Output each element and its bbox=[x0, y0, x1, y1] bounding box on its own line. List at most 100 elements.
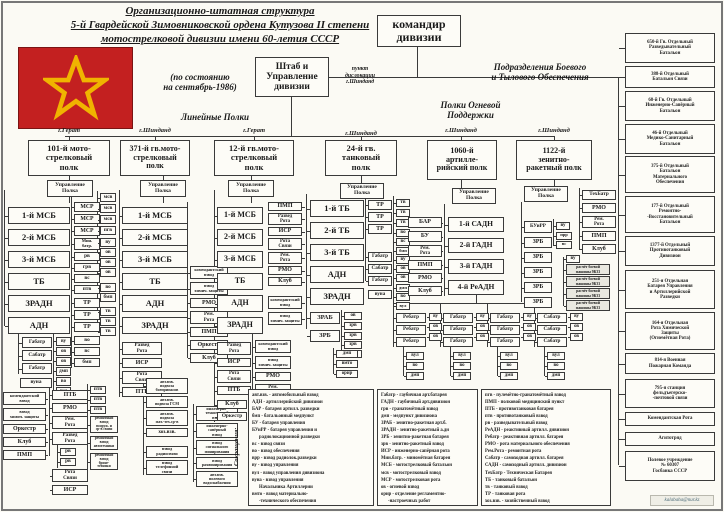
org-box: мсв bbox=[98, 215, 116, 224]
org-box: ву bbox=[564, 255, 580, 263]
connector-line bbox=[251, 176, 252, 180]
org-box: 3-й МСБ bbox=[5, 251, 70, 268]
connector-line bbox=[69, 197, 70, 203]
org-box: ву bbox=[427, 313, 442, 321]
org-box: дмп bbox=[404, 372, 424, 380]
legend-entry: САДН - самоходный артилл. дивизион bbox=[485, 463, 567, 469]
connector-line bbox=[251, 197, 252, 203]
hq-location-note: пункт дислокации г.Шинданд bbox=[345, 66, 375, 86]
org-box: ПМП bbox=[3, 450, 48, 460]
legend-entry: Габатр - гаубичная арт.батарея bbox=[381, 393, 447, 398]
org-box: ЗРАДН bbox=[5, 295, 70, 312]
connector-line bbox=[254, 136, 255, 140]
org-box: взвод сигнального минирования bbox=[194, 440, 238, 455]
connector-line bbox=[417, 47, 418, 77]
org-box: зрв bbox=[342, 322, 362, 330]
division-unit: 388-й Отдельный Батальон Связи bbox=[619, 66, 715, 88]
org-box: РМО bbox=[580, 203, 616, 213]
org-box: бмп bbox=[98, 293, 116, 302]
legend-entry: птв - противотанковый взвод bbox=[485, 414, 548, 420]
connector-line bbox=[306, 194, 307, 329]
org-box: ву bbox=[521, 313, 536, 321]
division-unit: 46-й Отдельный Медико-Санитарный Батальо… bbox=[619, 124, 715, 154]
connector-line bbox=[554, 136, 555, 140]
vuna-box: вуна bbox=[368, 290, 392, 299]
loc-101: г.Герат bbox=[57, 127, 81, 134]
org-box: дмп bbox=[334, 350, 358, 358]
loc-12: г.Герат bbox=[242, 127, 266, 134]
regiment-24-header: 24-й гв. танковый полк bbox=[325, 140, 397, 176]
org-box: ТР bbox=[366, 224, 392, 234]
legend-entry: пгв - пулемётно-гранатомётный взвод bbox=[485, 393, 566, 398]
org-box: Габатр bbox=[488, 325, 520, 335]
org-box: РМО bbox=[408, 273, 443, 283]
org-box: расчёт боевой машины 9К33 bbox=[564, 264, 610, 275]
connector-line bbox=[393, 303, 535, 304]
org-box: АДН bbox=[120, 295, 188, 312]
soviet-flag bbox=[18, 47, 133, 129]
connector-line bbox=[69, 176, 70, 180]
org-box: Габатр bbox=[441, 325, 473, 335]
org-box: ву bbox=[54, 337, 71, 346]
org-box: Рем. Рота bbox=[50, 416, 88, 429]
org-box: Ребатр bbox=[394, 337, 426, 347]
division-unit: Агитотряд bbox=[619, 432, 715, 446]
connector-line bbox=[65, 136, 555, 137]
org-box: ИСР bbox=[120, 358, 162, 368]
vuna-box: вуна bbox=[20, 378, 52, 388]
org-box: зрв bbox=[342, 341, 362, 349]
org-box: ву bbox=[98, 238, 116, 247]
legend-entry: хоз.взв. - хозяйственный взвод bbox=[485, 498, 550, 504]
support-units-label: Подразделения Боевого и Тылового Обеспеч… bbox=[491, 62, 589, 83]
org-box: ТР bbox=[72, 310, 100, 320]
division-unit: 795-я станция фельдъегерско- -почтовой с… bbox=[619, 379, 715, 408]
legend-panel: пгв - пулемётно-гранатомётный взвод ПМП -… bbox=[481, 389, 611, 506]
org-box: Сабатр bbox=[535, 325, 567, 335]
title-line-2: 5-й Гвардейской Зимовниковской ордена Ку… bbox=[70, 19, 370, 31]
connector-line bbox=[393, 196, 394, 308]
legend-entry: Мин.батр. - миномётная батарея bbox=[381, 456, 451, 462]
org-box: расчёт боевой машины 9К33 bbox=[564, 288, 610, 299]
legend-entry: ТехБатр - Техническая Батарея bbox=[485, 470, 552, 476]
org-box: МСР bbox=[72, 202, 100, 212]
legend-entry: Рем.Рота - ремонтная рота bbox=[485, 449, 542, 455]
org-box: вс bbox=[72, 347, 100, 356]
division-unit: 177-й Отдельный Ремонтно- -Восстановител… bbox=[619, 196, 715, 233]
org-box: Рем. Рота bbox=[268, 252, 305, 264]
org-box: дмп bbox=[498, 372, 518, 380]
division-unit: 1377-й Отдельный Противотанковый Дивизио… bbox=[619, 236, 715, 266]
connector-line bbox=[579, 188, 580, 250]
connector-line bbox=[329, 77, 618, 78]
org-box: мсв bbox=[98, 193, 116, 202]
org-box: Сабатр bbox=[535, 313, 567, 323]
connector-line bbox=[393, 303, 394, 347]
connector-line bbox=[341, 310, 342, 354]
org-box: 4-й РеАДН bbox=[445, 280, 504, 295]
org-box: БАР bbox=[408, 217, 443, 228]
org-box: ЗРБ bbox=[522, 282, 552, 293]
org-box: взвод телефонной связи bbox=[144, 460, 188, 475]
connector-line bbox=[450, 347, 451, 376]
org-box: 2-й МСБ bbox=[120, 229, 188, 246]
connector-line bbox=[57, 444, 58, 468]
org-box: ТБ bbox=[215, 273, 263, 290]
fire-support-label: Полки Огневой Поддержки bbox=[440, 100, 501, 121]
org-box: грв bbox=[72, 263, 100, 272]
org-box: 1-й МСБ bbox=[5, 207, 70, 224]
org-box: комендантский взвод bbox=[268, 296, 305, 309]
org-box: рв bbox=[72, 252, 100, 261]
connector-line bbox=[143, 374, 144, 475]
org-box: бмп bbox=[72, 358, 100, 367]
org-box: Рота Связи bbox=[268, 238, 305, 250]
legend-entry: ЗРАДН - зенитно-ракетный а.дн bbox=[381, 428, 449, 434]
org-box: тв bbox=[98, 317, 116, 326]
connector-line bbox=[193, 404, 194, 482]
division-unit: Полевое учреждение № 60307 Госбанка СССР bbox=[619, 451, 715, 481]
legend-entry: рв - разведывательный взвод bbox=[485, 421, 548, 427]
org-box: РМО bbox=[268, 266, 305, 275]
org-box: Сабатр bbox=[535, 337, 567, 347]
legend-entry: Ребатр - реактивная артилл. батарея bbox=[485, 435, 564, 441]
org-box: птв bbox=[88, 406, 106, 414]
org-box: инженерно- сапёрный взвод bbox=[194, 423, 238, 438]
legend-entry: БУ - батарея управления bbox=[252, 421, 306, 427]
